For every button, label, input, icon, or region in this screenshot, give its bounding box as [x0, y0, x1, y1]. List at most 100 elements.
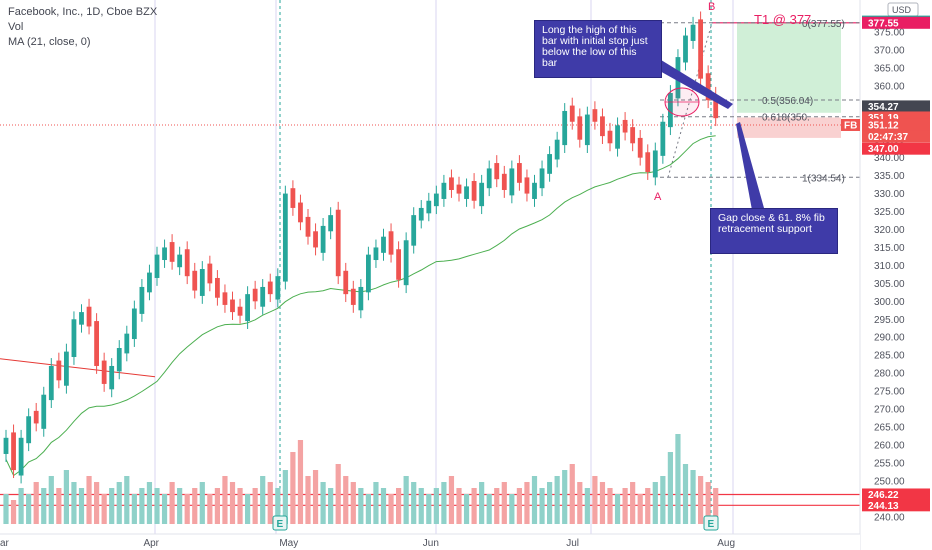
earnings-marker-1[interactable]: [703, 515, 719, 531]
volume-bar-72: [547, 482, 553, 524]
candle-body-20: [154, 254, 160, 278]
currency-label: USD: [892, 5, 912, 15]
candle-body-54: [411, 215, 417, 246]
candle-body-6: [48, 365, 54, 401]
volume-bar-47: [358, 488, 364, 524]
volume-bar-32: [245, 494, 251, 524]
candle-body-67: [509, 168, 515, 196]
candle-body-82: [622, 119, 628, 133]
candle-body-29: [222, 292, 228, 305]
volume-bar-88: [667, 452, 673, 524]
candle-body-70: [532, 182, 537, 199]
candle-body-26: [199, 269, 205, 296]
ticker-tag-label: FB: [844, 120, 857, 131]
price-tick-330: 330.00: [874, 189, 905, 200]
candle-body-87: [660, 121, 666, 156]
volume-bar-71: [539, 488, 545, 524]
price-tick-320: 320.00: [874, 225, 905, 236]
price-tag-label-4: 351.12: [868, 120, 899, 131]
candle-body-18: [139, 286, 145, 314]
stop-zone: [737, 117, 841, 138]
fib-trend-line: [667, 22, 713, 178]
earnings-marker-label-1: E: [708, 519, 715, 530]
volume-bar-52: [396, 488, 402, 524]
volume-bar-39: [297, 440, 304, 524]
volume-bar-11: [86, 476, 92, 524]
candle-body-43: [328, 215, 334, 232]
volume-bar-62: [471, 488, 477, 524]
candle-body-63: [479, 182, 485, 207]
candle-body-57: [433, 193, 439, 207]
volume-bar-46: [350, 482, 356, 524]
candle-body-17: [131, 308, 137, 340]
volume-bar-85: [645, 488, 651, 524]
time-label-jun: Jun: [423, 538, 439, 549]
volume-bar-80: [607, 488, 613, 524]
candle-body-53: [403, 240, 409, 286]
candle-body-56: [426, 200, 432, 214]
candle-body-30: [230, 299, 235, 313]
candle-body-55: [418, 207, 424, 221]
candle-body-50: [381, 236, 386, 253]
price-axis: [860, 0, 932, 550]
volume-bar-23: [177, 488, 183, 524]
volume-bar-34: [260, 476, 266, 524]
volume-bar-50: [380, 488, 387, 524]
earnings-marker-0[interactable]: [272, 515, 288, 531]
price-tag-label-1: 377.55: [868, 18, 899, 29]
price-tick-335: 335.00: [874, 171, 905, 182]
candle-body-84: [637, 137, 643, 158]
price-tick-280: 280.00: [874, 369, 905, 380]
volume-bar-2: [18, 488, 24, 524]
price-tag-label-2: 354.27: [868, 102, 899, 113]
candle-body-69: [524, 177, 530, 194]
candle-body-91: [690, 24, 696, 41]
volume-bar-36: [275, 488, 281, 524]
ticker-tag: [841, 118, 860, 131]
candle-body-35: [267, 281, 273, 295]
volume-bar-64: [486, 494, 492, 524]
candle-body-14: [109, 365, 115, 390]
price-tick-375: 375.00: [874, 27, 905, 38]
candle-body-68: [517, 163, 522, 183]
volume-bar-1: [10, 500, 17, 524]
volume-bar-12: [94, 482, 100, 524]
candle-body-34: [260, 286, 266, 307]
volume-bar-37: [282, 470, 288, 524]
volume-bar-21: [161, 494, 168, 524]
volume-bar-35: [267, 482, 273, 524]
price-tick-270: 270.00: [874, 405, 905, 416]
candle-body-24: [184, 249, 190, 277]
volume-bar-31: [237, 488, 243, 524]
candle-body-48: [366, 254, 371, 293]
candle-body-94: [713, 94, 719, 119]
volume-bar-3: [26, 494, 32, 524]
fib-label-1: 1(334.54): [802, 173, 845, 184]
candle-body-78: [592, 109, 598, 122]
candle-body-52: [396, 249, 401, 280]
candle-body-85: [645, 152, 651, 173]
volume-bar-83: [630, 482, 636, 524]
volume-bar-61: [463, 494, 470, 524]
price-tick-255: 255.00: [874, 458, 905, 469]
candle-body-44: [335, 209, 341, 277]
volume-bar-69: [524, 482, 530, 524]
volume-bar-45: [343, 476, 349, 524]
price-tick-300: 300.00: [874, 297, 905, 308]
volume-bar-54: [411, 482, 417, 524]
volume-bar-28: [214, 488, 220, 524]
price-tag-6: [862, 142, 930, 155]
price-tag-7: [862, 488, 930, 501]
candle-body-77: [584, 114, 590, 146]
candle-body-12: [94, 321, 99, 366]
volume-bar-82: [622, 488, 628, 524]
callout-pointer-top: [640, 52, 733, 109]
volume-bar-13: [101, 494, 107, 524]
candle-body-45: [343, 270, 349, 295]
volume-bar-89: [675, 434, 681, 524]
volume-bar-4: [33, 482, 39, 524]
volume-bar-79: [599, 482, 606, 524]
volume-bar-57: [433, 488, 439, 524]
volume-bar-68: [516, 488, 522, 524]
